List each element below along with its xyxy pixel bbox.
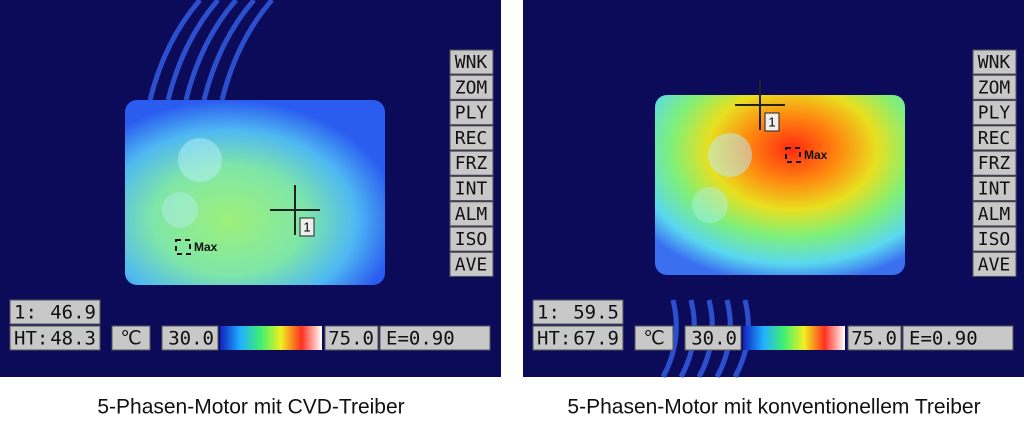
menu-item <box>449 125 494 151</box>
scale-min: 30.0 <box>168 328 214 350</box>
emissivity-box <box>902 325 1014 351</box>
spot-box <box>9 299 101 325</box>
ht-label: HT: <box>537 328 571 350</box>
cursor-box <box>299 217 315 237</box>
menu-item <box>972 74 1017 100</box>
max-label: Max <box>804 148 828 162</box>
ht-box <box>532 325 624 351</box>
ht-label: HT: <box>14 328 48 350</box>
ht-box <box>9 325 101 351</box>
board <box>655 95 905 275</box>
menu-label: ZOM <box>978 77 1011 98</box>
cable <box>165 0 220 101</box>
caption: 5-Phasen-Motor mit CVD-Treiber <box>97 396 404 419</box>
unit-label: ℃ <box>643 328 664 350</box>
emissivity: E=0.90 <box>909 328 978 350</box>
spot-label: 1: <box>14 302 37 324</box>
spot-value: 59.5 <box>573 302 619 324</box>
cursor-label: 1 <box>768 114 775 129</box>
menu-label: ZOM <box>455 77 488 98</box>
menu-label: WNK <box>978 52 1011 73</box>
menu-label: ISO <box>455 229 488 250</box>
menu-item <box>972 150 1017 176</box>
scale-min-box <box>684 325 742 351</box>
menu-label: AVE <box>978 254 1011 275</box>
menu-label: ISO <box>978 229 1011 250</box>
menu-label: REC <box>455 128 488 149</box>
cursor-box <box>764 112 780 132</box>
cable <box>147 0 202 101</box>
cable <box>660 299 679 379</box>
menu-item <box>449 251 494 277</box>
menu-label: INT <box>455 179 488 200</box>
component <box>708 133 752 177</box>
max-marker <box>175 239 191 255</box>
scale-max-box <box>324 325 379 351</box>
menu-label: ALM <box>455 204 488 225</box>
color-scale <box>743 326 845 350</box>
spot-value: 46.9 <box>50 302 96 324</box>
unit-label: ℃ <box>120 328 141 350</box>
cable <box>201 0 256 101</box>
max-marker <box>785 147 801 163</box>
scale-max: 75.0 <box>851 328 897 350</box>
menu-item <box>972 100 1017 126</box>
menu-item <box>972 125 1017 151</box>
menu-label: WNK <box>455 52 488 73</box>
menu-item <box>972 201 1017 227</box>
cable <box>183 0 238 101</box>
menu-item <box>972 251 1017 277</box>
emissivity: E=0.90 <box>386 328 455 350</box>
ht-value: 67.9 <box>573 328 619 350</box>
menu-item <box>449 74 494 100</box>
menu-label: FRZ <box>455 153 488 174</box>
cable <box>219 0 274 101</box>
menu-label: PLY <box>455 103 488 124</box>
caption: 5-Phasen-Motor mit konventionellem Treib… <box>567 396 980 419</box>
menu-label: INT <box>978 179 1011 200</box>
scale-max-box <box>847 325 902 351</box>
scale-max: 75.0 <box>328 328 374 350</box>
cursor-label: 1 <box>303 219 310 234</box>
menu-label: PLY <box>978 103 1011 124</box>
menu-item <box>972 49 1017 75</box>
spot-label: 1: <box>537 302 560 324</box>
spot-box <box>532 299 624 325</box>
scale-min-box <box>161 325 219 351</box>
max-label: Max <box>194 240 218 254</box>
menu-item <box>972 226 1017 252</box>
component <box>178 138 222 182</box>
menu-label: AVE <box>455 254 488 275</box>
menu-item <box>449 150 494 176</box>
component <box>162 192 198 228</box>
ht-value: 48.3 <box>50 328 96 350</box>
color-scale <box>220 326 322 350</box>
menu-label: ALM <box>978 204 1011 225</box>
board <box>125 100 385 285</box>
menu-item <box>449 226 494 252</box>
unit-box <box>634 325 674 351</box>
menu-item <box>972 176 1017 201</box>
unit-box <box>111 325 151 351</box>
menu-item <box>449 49 494 75</box>
menu-item <box>449 176 494 201</box>
scale-min: 30.0 <box>691 328 737 350</box>
menu-item <box>449 100 494 126</box>
menu-label: FRZ <box>978 153 1011 174</box>
menu-label: REC <box>978 128 1011 149</box>
menu-item <box>449 201 494 227</box>
emissivity-box <box>379 325 491 351</box>
component <box>692 187 728 223</box>
